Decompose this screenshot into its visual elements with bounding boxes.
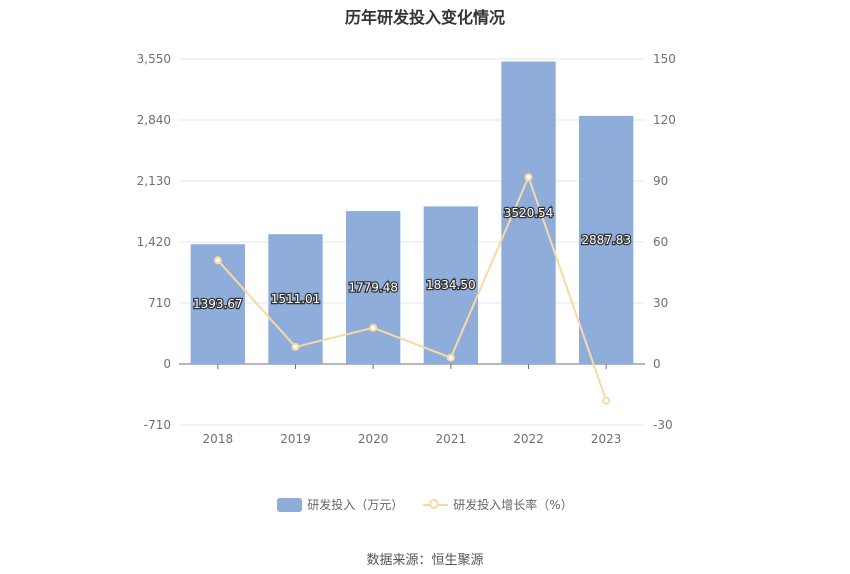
y-left-tick-label: 0	[163, 357, 171, 371]
bar-data-label: 1393.67	[193, 297, 243, 311]
y-right-tick-label: 120	[653, 113, 676, 127]
x-tick-label: 2019	[280, 432, 311, 446]
source-note: 数据来源：恒生聚源	[366, 553, 484, 568]
x-tick-label: 2022	[513, 432, 544, 446]
chart-legend: 研发投入（万元） 研发投入增长率（%）	[0, 496, 850, 513]
bar-data-label: 1779.48	[348, 281, 398, 295]
bar	[578, 115, 634, 365]
legend-line-label: 研发投入增长率（%）	[453, 498, 573, 512]
y-right-tick-label: 30	[653, 296, 668, 310]
y-left-tick-label: 710	[148, 296, 171, 310]
bar-data-label: 2887.83	[581, 233, 631, 247]
legend-item-bar[interactable]: 研发投入（万元）	[277, 496, 403, 513]
legend-bar-swatch	[277, 497, 303, 512]
chart-title: 历年研发投入变化情况	[344, 8, 505, 27]
growth-point	[213, 256, 222, 265]
x-tick-label: 2020	[358, 432, 389, 446]
x-tick-label: 2021	[436, 432, 467, 446]
growth-point	[524, 173, 533, 182]
growth-point	[602, 396, 611, 405]
bar-data-label: 1511.01	[271, 292, 321, 306]
x-tick-label: 2018	[203, 432, 234, 446]
y-right-tick-label: 0	[653, 357, 661, 371]
y-right-tick-label: -30	[653, 418, 673, 432]
y-left-tick-label: 2,130	[137, 174, 171, 188]
legend-line-swatch	[423, 498, 449, 512]
y-left-tick-label: 3,550	[137, 52, 171, 66]
legend-bar-label: 研发投入（万元）	[307, 498, 404, 512]
bar	[501, 61, 556, 365]
growth-point	[446, 353, 455, 362]
x-tick-label: 2023	[591, 432, 622, 446]
y-right-tick-label: 60	[653, 235, 668, 249]
bar	[423, 206, 479, 364]
y-right-tick-label: 90	[653, 174, 668, 188]
y-left-tick-label: -710	[144, 418, 171, 432]
y-right-tick-label: 150	[653, 52, 676, 66]
growth-point	[291, 342, 300, 351]
legend-item-line[interactable]: 研发投入增长率（%）	[423, 496, 573, 513]
bar	[345, 211, 401, 364]
bar-data-label: 1834.50	[426, 278, 476, 292]
y-left-tick-label: 1,420	[137, 235, 171, 249]
growth-point	[369, 323, 378, 332]
bar-data-label: 3520.54	[504, 206, 554, 220]
y-left-tick-label: 2,840	[137, 113, 171, 127]
growth-line	[217, 174, 608, 401]
